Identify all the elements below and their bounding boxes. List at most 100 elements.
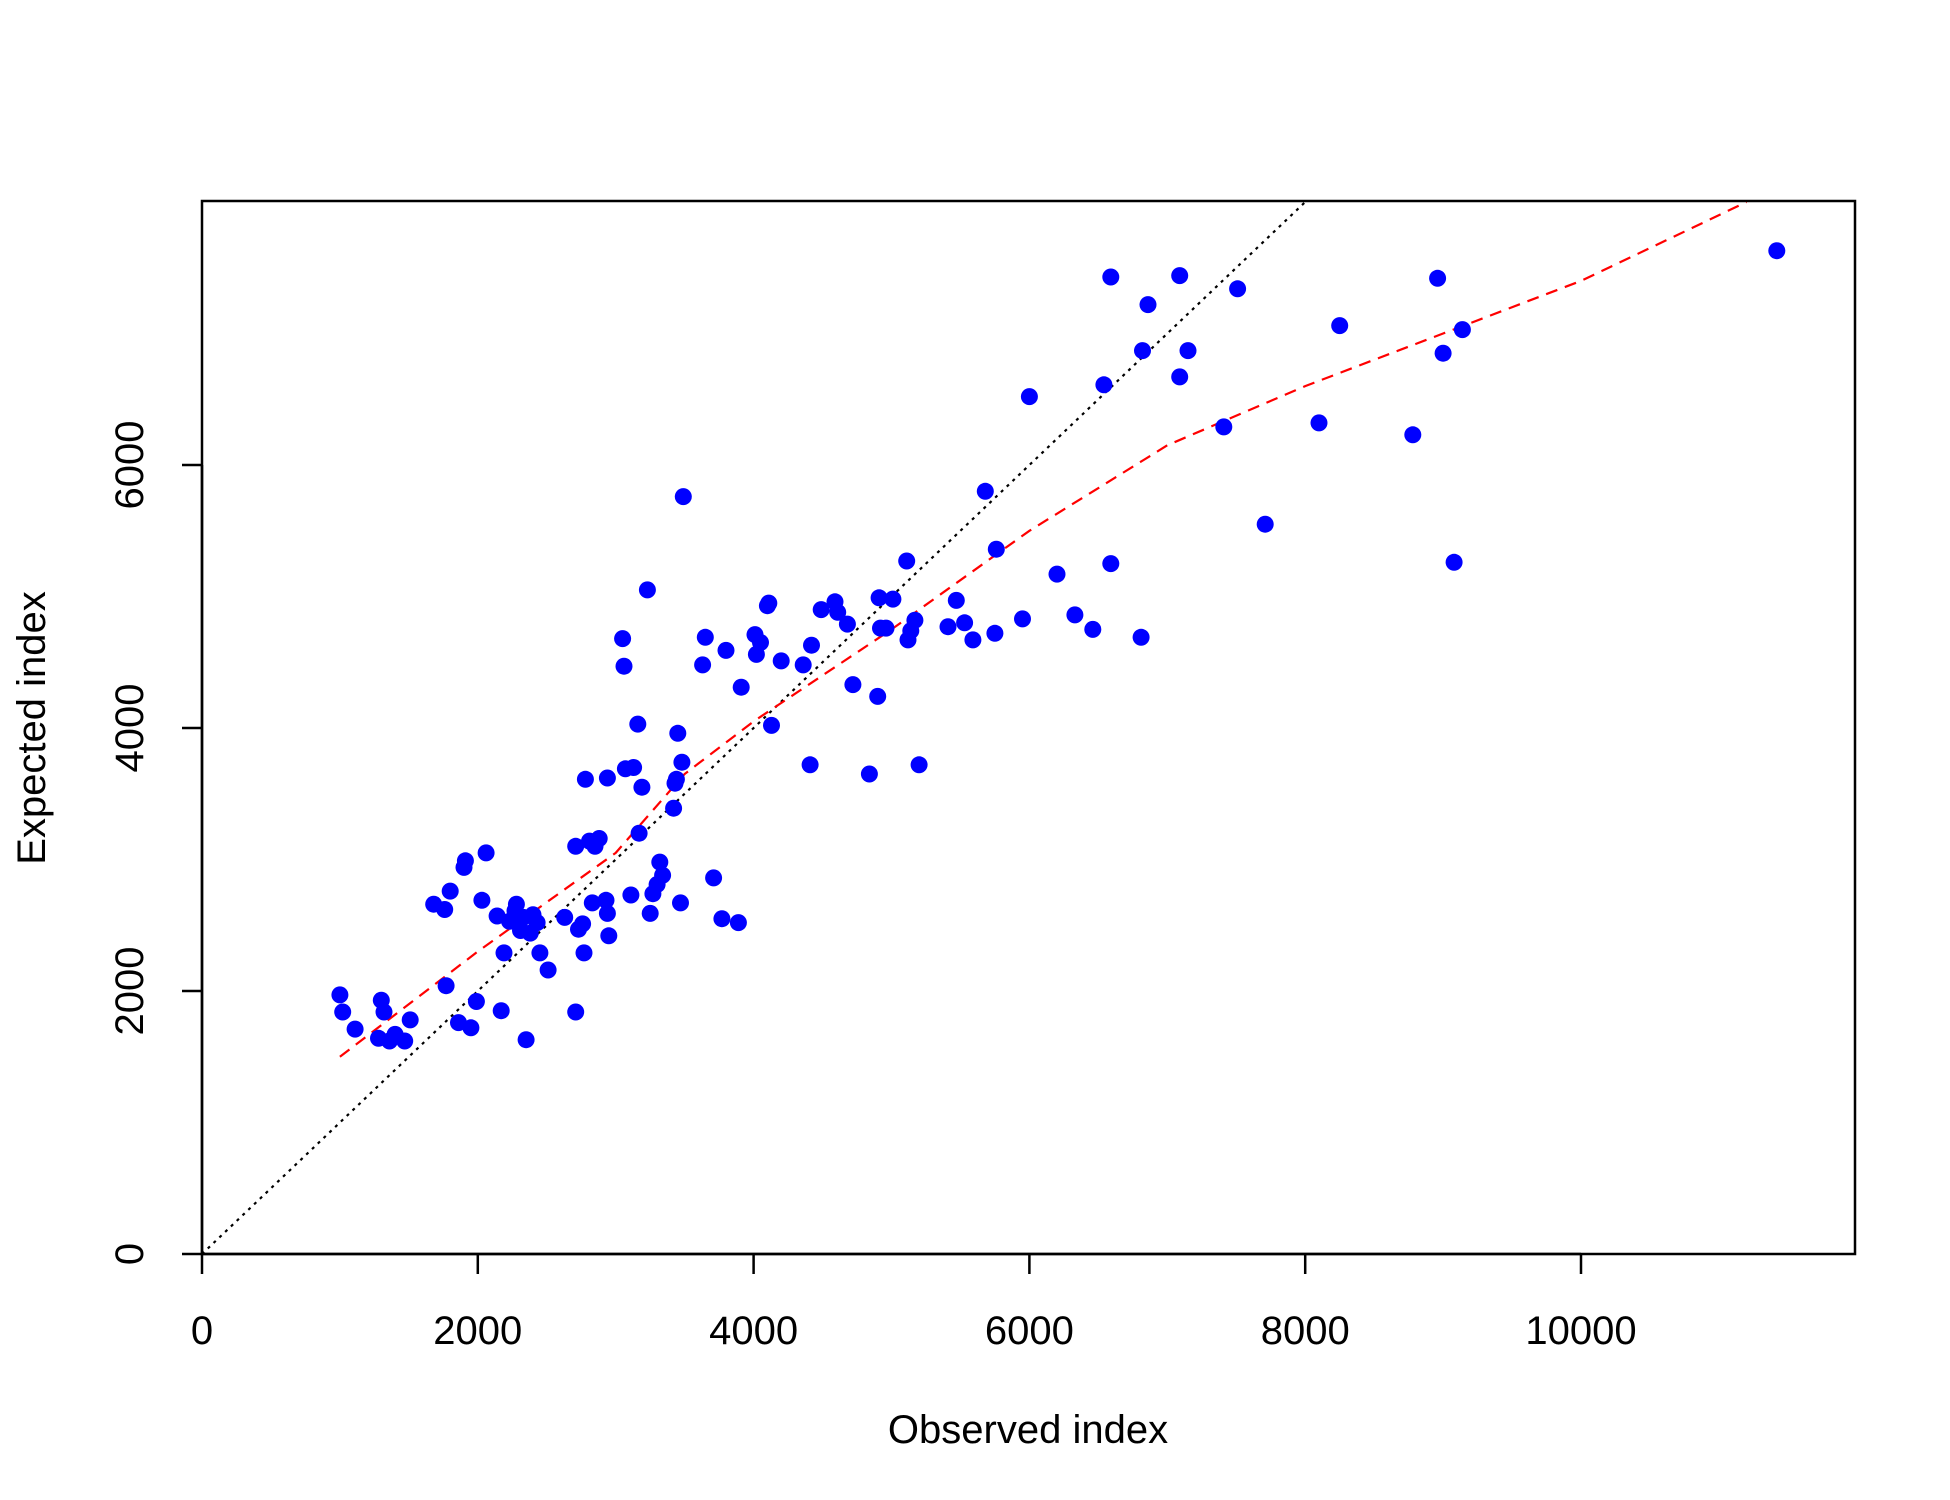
y-tick-label: 0 (108, 1243, 152, 1265)
data-point (801, 756, 819, 774)
data-point (763, 716, 780, 734)
data-point (760, 594, 778, 612)
data-point (729, 914, 747, 932)
data-point (1453, 321, 1471, 339)
data-point (1256, 515, 1274, 533)
data-point (598, 904, 616, 922)
data-point (1404, 426, 1422, 444)
data-points (331, 242, 1786, 1050)
data-point (396, 1032, 414, 1050)
data-point (574, 915, 592, 933)
data-point (1229, 280, 1247, 298)
data-point (1084, 620, 1102, 638)
x-tick-label: 0 (191, 1309, 213, 1353)
data-point (860, 765, 878, 783)
data-point (772, 652, 790, 670)
data-point (598, 769, 616, 787)
data-point (531, 944, 549, 962)
data-point (495, 944, 513, 962)
plot-frame (200, 199, 1857, 1256)
data-point (1171, 368, 1189, 386)
data-point (1132, 628, 1150, 646)
data-point (1102, 268, 1120, 286)
data-point (1020, 388, 1038, 406)
data-point (441, 882, 459, 900)
data-point (1048, 565, 1066, 583)
data-point (1445, 553, 1463, 571)
data-point (334, 1003, 352, 1021)
data-point (884, 590, 902, 608)
data-point (906, 611, 924, 629)
data-point (375, 1003, 393, 1021)
x-tick-label: 8000 (1261, 1309, 1350, 1353)
data-point (436, 901, 454, 918)
data-point (752, 634, 769, 651)
data-point (622, 886, 640, 904)
data-point (705, 869, 723, 887)
data-point (669, 724, 687, 742)
data-point (1215, 418, 1233, 436)
data-point (331, 986, 349, 1004)
data-point (732, 678, 750, 696)
data-point (1434, 344, 1452, 362)
data-point (1171, 267, 1189, 285)
data-point (1102, 555, 1120, 573)
data-point (456, 852, 474, 870)
data-point (956, 614, 974, 632)
data-point (473, 891, 491, 909)
data-point (910, 756, 928, 774)
data-point (1179, 342, 1197, 360)
data-point (869, 687, 887, 705)
data-point (964, 631, 982, 649)
data-point (567, 837, 585, 855)
data-point (877, 619, 895, 637)
data-point (576, 770, 594, 788)
data-point (437, 977, 455, 995)
data-point (654, 866, 672, 884)
data-point (567, 1003, 585, 1021)
data-point (629, 715, 647, 733)
data-point (870, 589, 888, 607)
data-point (507, 895, 525, 913)
data-point (838, 615, 856, 633)
data-point (672, 894, 689, 912)
identity-line (202, 201, 1306, 1254)
data-point (696, 628, 714, 646)
data-point (346, 1020, 364, 1038)
x-axis: 0 2000 4000 6000 8000 10000 (191, 1252, 1637, 1353)
x-tick-label: 10000 (1525, 1309, 1636, 1353)
data-point (597, 891, 615, 909)
data-point (638, 581, 656, 599)
data-point (717, 641, 735, 659)
x-tick-label: 6000 (985, 1309, 1074, 1353)
data-point (517, 1031, 535, 1049)
data-point (1768, 242, 1786, 260)
data-point (939, 618, 957, 636)
data-point (1429, 269, 1447, 287)
data-point (614, 630, 632, 648)
data-point (803, 636, 820, 654)
data-point (829, 603, 847, 621)
data-point (492, 1002, 510, 1020)
data-point (794, 656, 812, 674)
data-point (1095, 376, 1113, 394)
y-tick-label: 6000 (108, 421, 152, 510)
data-point (1066, 606, 1084, 624)
data-point (1139, 296, 1157, 314)
y-axis: 0 2000 4000 6000 (108, 421, 204, 1265)
data-point (694, 656, 712, 674)
x-axis-title: Observed index (888, 1408, 1168, 1452)
data-point (651, 853, 669, 871)
data-point (674, 488, 692, 506)
x-tick-label: 2000 (433, 1309, 522, 1353)
y-axis-title: Expected index (10, 591, 54, 865)
data-point (665, 799, 683, 817)
data-point (477, 844, 495, 862)
data-point (987, 540, 1005, 558)
y-tick-label: 4000 (108, 684, 152, 773)
data-point (625, 759, 643, 776)
data-point (575, 944, 593, 962)
data-point (539, 961, 557, 979)
data-point (528, 914, 546, 932)
